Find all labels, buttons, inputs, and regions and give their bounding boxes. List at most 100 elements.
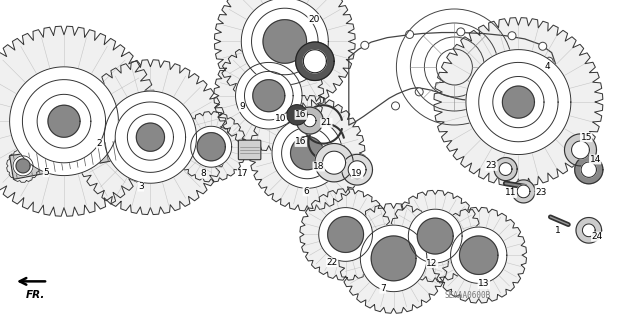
- Text: 7: 7: [380, 284, 385, 293]
- Text: 21: 21: [321, 118, 332, 127]
- Text: 23: 23: [486, 161, 497, 170]
- Polygon shape: [390, 190, 481, 282]
- Polygon shape: [303, 50, 326, 73]
- Circle shape: [457, 28, 465, 36]
- Text: 1: 1: [556, 226, 561, 235]
- Text: 3: 3: [138, 182, 143, 191]
- Text: 16: 16: [295, 137, 307, 146]
- Polygon shape: [303, 114, 316, 127]
- Text: 22: 22: [326, 258, 338, 267]
- Polygon shape: [296, 107, 323, 134]
- Polygon shape: [214, 41, 324, 151]
- Polygon shape: [127, 114, 173, 160]
- Polygon shape: [572, 141, 589, 159]
- Polygon shape: [319, 208, 372, 261]
- Polygon shape: [272, 118, 342, 188]
- Text: 11: 11: [505, 189, 516, 197]
- Polygon shape: [244, 71, 293, 120]
- Polygon shape: [581, 162, 596, 177]
- Circle shape: [287, 105, 307, 125]
- Circle shape: [361, 41, 369, 49]
- Polygon shape: [250, 95, 365, 211]
- Polygon shape: [263, 20, 307, 63]
- Polygon shape: [13, 156, 33, 176]
- Polygon shape: [493, 77, 544, 128]
- Polygon shape: [296, 42, 334, 80]
- Polygon shape: [434, 18, 603, 187]
- Polygon shape: [22, 80, 106, 163]
- Polygon shape: [342, 154, 372, 185]
- Polygon shape: [408, 209, 462, 263]
- Polygon shape: [104, 91, 196, 183]
- Polygon shape: [323, 151, 346, 174]
- Polygon shape: [576, 218, 602, 243]
- Circle shape: [545, 57, 553, 65]
- Text: 12: 12: [426, 259, 438, 268]
- Text: 5: 5: [44, 168, 49, 177]
- Polygon shape: [253, 80, 285, 112]
- Polygon shape: [479, 63, 558, 142]
- Text: 20: 20: [308, 15, 319, 24]
- Text: 2: 2: [97, 139, 102, 148]
- Text: 14: 14: [589, 155, 601, 164]
- Text: SEAAA0600B: SEAAA0600B: [444, 291, 490, 300]
- Polygon shape: [0, 26, 159, 216]
- Text: 23: 23: [535, 188, 547, 197]
- Text: 16: 16: [295, 110, 307, 119]
- Polygon shape: [502, 86, 534, 118]
- Text: FR.: FR.: [26, 290, 45, 300]
- Polygon shape: [282, 128, 333, 179]
- Polygon shape: [115, 102, 186, 172]
- Circle shape: [392, 102, 399, 110]
- Polygon shape: [191, 126, 232, 167]
- Polygon shape: [451, 227, 507, 283]
- Polygon shape: [73, 60, 228, 215]
- Polygon shape: [339, 204, 449, 313]
- Polygon shape: [371, 236, 416, 281]
- Polygon shape: [214, 0, 355, 112]
- Polygon shape: [575, 156, 603, 184]
- Polygon shape: [582, 224, 595, 237]
- Text: 13: 13: [478, 279, 490, 288]
- Polygon shape: [48, 105, 80, 137]
- Polygon shape: [6, 150, 40, 182]
- Polygon shape: [494, 158, 517, 181]
- FancyBboxPatch shape: [238, 140, 261, 160]
- Polygon shape: [460, 236, 498, 274]
- Polygon shape: [197, 133, 225, 161]
- Polygon shape: [417, 218, 453, 254]
- Polygon shape: [136, 123, 164, 151]
- Circle shape: [537, 77, 545, 85]
- Text: 6: 6: [303, 187, 308, 196]
- Polygon shape: [176, 112, 246, 182]
- Polygon shape: [512, 180, 535, 203]
- Text: 24: 24: [591, 232, 603, 241]
- Polygon shape: [252, 8, 318, 75]
- Polygon shape: [517, 185, 530, 198]
- Circle shape: [415, 88, 423, 96]
- Text: 15: 15: [580, 133, 592, 142]
- Text: 4: 4: [545, 63, 550, 71]
- Polygon shape: [328, 217, 364, 252]
- Polygon shape: [315, 144, 353, 182]
- Polygon shape: [348, 161, 366, 179]
- Polygon shape: [291, 137, 324, 170]
- Text: 19: 19: [351, 169, 363, 178]
- Text: 8: 8: [201, 169, 206, 178]
- Polygon shape: [300, 189, 391, 280]
- Text: 18: 18: [313, 162, 324, 171]
- Text: 17: 17: [237, 169, 249, 178]
- Text: 9: 9: [239, 102, 244, 111]
- Circle shape: [539, 42, 547, 50]
- Polygon shape: [10, 67, 118, 176]
- Polygon shape: [236, 63, 302, 129]
- Polygon shape: [431, 207, 527, 303]
- Text: 10: 10: [275, 114, 286, 123]
- Polygon shape: [16, 159, 30, 173]
- Polygon shape: [564, 134, 596, 166]
- Polygon shape: [10, 133, 180, 179]
- Circle shape: [406, 30, 413, 39]
- Polygon shape: [241, 0, 328, 85]
- Polygon shape: [360, 225, 427, 292]
- Polygon shape: [499, 163, 512, 175]
